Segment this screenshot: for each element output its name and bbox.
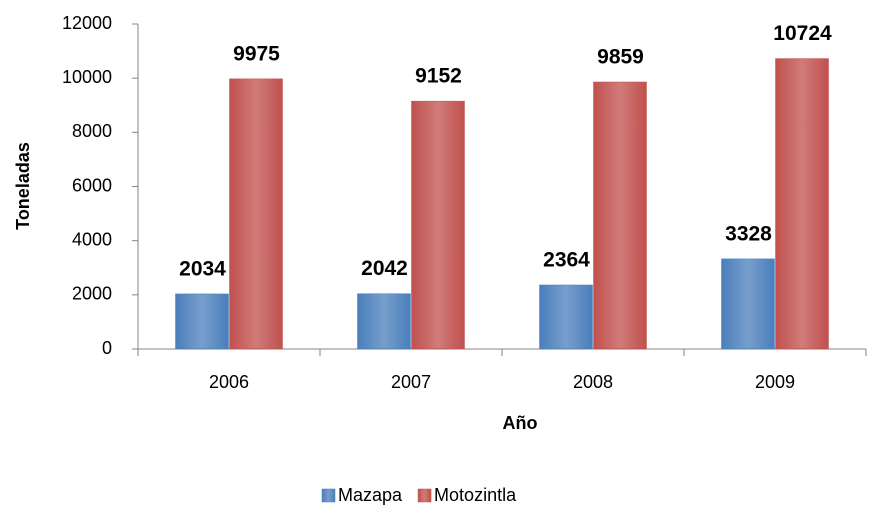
bar	[775, 58, 829, 350]
bar	[721, 258, 775, 350]
data-label: 9975	[233, 42, 280, 65]
x-tick-label: 2007	[391, 372, 431, 392]
legend-swatch	[321, 488, 336, 503]
bar	[175, 293, 229, 350]
data-label: 2042	[361, 257, 408, 280]
data-label: 2364	[543, 249, 590, 272]
data-label: 10724	[773, 22, 832, 45]
y-tick-label: 8000	[72, 121, 112, 141]
y-tick-label: 12000	[62, 13, 112, 33]
y-tick-label: 4000	[72, 229, 112, 249]
bar	[229, 78, 283, 350]
y-tick-label: 10000	[62, 67, 112, 87]
data-label: 3328	[725, 222, 772, 245]
bar	[593, 81, 647, 350]
legend-label: Motozintla	[434, 485, 517, 505]
legend-swatch	[417, 488, 432, 503]
bar	[411, 100, 465, 350]
y-tick-label: 0	[102, 338, 112, 358]
x-tick-label: 2008	[573, 372, 613, 392]
bar	[539, 284, 593, 350]
x-tick-label: 2009	[755, 372, 795, 392]
bar	[357, 293, 411, 350]
data-label: 9859	[597, 46, 644, 69]
data-label: 2034	[179, 257, 226, 280]
y-tick-label: 2000	[72, 284, 112, 304]
legend-label: Mazapa	[338, 485, 403, 505]
y-tick-label: 6000	[72, 175, 112, 195]
y-axis-label: Toneladas	[13, 142, 33, 230]
x-tick-label: 2006	[209, 372, 249, 392]
x-axis-label: Año	[503, 413, 538, 433]
data-label: 9152	[415, 65, 462, 88]
